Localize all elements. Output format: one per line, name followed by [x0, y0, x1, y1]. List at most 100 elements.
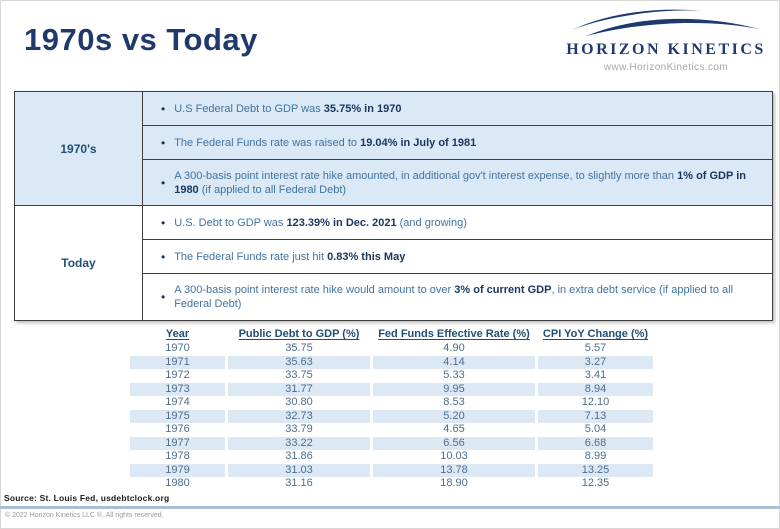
table-row: 1971 35.63 4.14 3.27	[130, 355, 653, 369]
bullet-text-bold: 19.04% in July of 1981	[360, 136, 477, 149]
col-header-public-debt: Public Debt to GDP (%)	[225, 326, 370, 342]
bullet-row-today-debt: • U.S. Debt to GDP was 123.39% in Dec. 2…	[143, 206, 772, 240]
footer-divider	[0, 506, 780, 509]
table-row: 1973 31.77 9.95 8.94	[130, 382, 653, 396]
logo-swoosh-icon	[572, 9, 762, 37]
table-cell: 30.80	[225, 396, 370, 410]
table-cell: 1980	[165, 477, 190, 489]
bullet-text: U.S. Debt to GDP was 123.39% in Dec. 202…	[174, 216, 467, 230]
table-row: 1976 33.79 4.65 5.04	[130, 423, 653, 437]
table-row: 1980 31.16 18.90 12.35	[130, 477, 653, 491]
table-cell: 31.16	[225, 477, 370, 491]
table-row: 1977 33.22 6.56 6.68	[130, 436, 653, 450]
bullet-text-bold: 35.75% in 1970	[323, 102, 402, 115]
table-cell: 13.25	[535, 463, 653, 477]
table-cell: 1977	[130, 436, 225, 450]
bullet-text-post: (and growing)	[396, 216, 467, 229]
bullet-icon: •	[161, 215, 166, 230]
debt-table-header-row: Year Public Debt to GDP (%) Fed Funds Ef…	[130, 326, 653, 342]
bullet-text: The Federal Funds rate just hit 0.83% th…	[174, 250, 405, 264]
bullet-text-bold: 3% of current GDP	[454, 284, 552, 296]
table-cell: 12.10	[535, 396, 653, 410]
table-cell: 4.65	[370, 423, 535, 437]
bullet-row-today-ratehike: • A 300-basis point interest rate hike w…	[143, 274, 772, 320]
table-cell: 4.14	[370, 355, 535, 369]
bullet-text: The Federal Funds rate was raised to 19.…	[174, 136, 476, 150]
bullet-text-pre: The Federal Funds rate was raised to	[174, 136, 361, 149]
table-cell: 8.53	[370, 396, 535, 410]
table-cell: 3.27	[535, 355, 653, 369]
bullet-icon: •	[161, 101, 166, 116]
bullet-text: A 300-basis point interest rate hike amo…	[174, 169, 760, 197]
table-cell: 7.13	[535, 409, 653, 423]
table-cell: 1976	[165, 423, 190, 435]
debt-table: Year Public Debt to GDP (%) Fed Funds Ef…	[130, 326, 653, 491]
bullet-text-pre: The Federal Funds rate just hit	[174, 250, 328, 263]
logo-text: HORIZON KINETICS	[566, 41, 766, 58]
bullet-row-1970s-fedfunds: • The Federal Funds rate was raised to 1…	[143, 126, 772, 160]
table-cell: 31.77	[225, 382, 370, 396]
table-row: 1972 33.75 5.33 3.41	[130, 369, 653, 383]
table-row: 1975 32.73 5.20 7.13	[130, 409, 653, 423]
bullet-text-post: (if applied to all Federal Debt)	[198, 183, 347, 196]
table-cell: 8.94	[535, 382, 653, 396]
table-cell: 5.20	[370, 409, 535, 423]
bullet-text-post: , in extra debt service (if applied to a…	[174, 284, 734, 310]
bullet-icon: •	[161, 135, 166, 150]
table-cell: 33.79	[225, 423, 370, 437]
table-row: 1970 35.75 4.90 5.57	[130, 342, 653, 356]
bullet-text-pre: A 300-basis point interest rate hike amo…	[174, 169, 678, 182]
bullet-row-1970s-ratehike: • A 300-basis point interest rate hike a…	[143, 160, 772, 206]
table-row: 1979 31.03 13.78 13.25	[130, 463, 653, 477]
table-cell: 13.78	[370, 463, 535, 477]
table-cell: 1974	[165, 396, 190, 408]
col-header-cpi: CPI YoY Change (%)	[535, 326, 653, 342]
page-title: 1970s vs Today	[24, 22, 258, 57]
table-cell: 1972	[165, 369, 190, 381]
table-cell: 5.04	[535, 423, 653, 437]
table-cell: 1973	[130, 382, 225, 396]
bullet-text-bold: 0.83% this May	[327, 250, 406, 263]
logo-website: www.HorizonKinetics.com	[603, 62, 729, 73]
table-cell: 35.75	[225, 342, 370, 356]
col-header-year: Year	[165, 328, 190, 340]
bullet-icon: •	[161, 290, 166, 304]
bullet-icon: •	[161, 175, 166, 190]
bullet-row-today-fedfunds: • The Federal Funds rate just hit 0.83% …	[143, 240, 772, 274]
table-cell: 10.03	[370, 450, 535, 464]
copyright-note: © 2022 Horizon Kinetics LLC ®. All right…	[5, 512, 164, 519]
table-cell: 1979	[130, 463, 225, 477]
table-cell: 12.35	[535, 477, 653, 491]
bullet-row-1970s-debt: • U.S Federal Debt to GDP was 35.75% in …	[143, 92, 772, 126]
table-cell: 18.90	[370, 477, 535, 491]
bullet-text: A 300-basis point interest rate hike wou…	[174, 283, 760, 311]
source-note: Source: St. Louis Fed, usdebtclock.org	[4, 493, 170, 503]
table-cell: 32.73	[225, 409, 370, 423]
debt-table-body: 1970 35.75 4.90 5.57 1971 35.63 4.14 3.27 1972 33…	[130, 342, 653, 491]
table-cell: 6.68	[535, 436, 653, 450]
bullet-text-bold: 1% of GDP in 1980	[174, 169, 746, 196]
bullet-text-pre: U.S. Debt to GDP was	[174, 216, 287, 229]
logo: HORIZON KINETICS www.HorizonKinetics.com	[560, 6, 772, 73]
table-cell: 1970	[165, 342, 190, 354]
bullet-text-bold: 123.39% in Dec. 2021	[286, 216, 397, 229]
bullet-text-pre: U.S Federal Debt to GDP was	[174, 102, 324, 115]
bullet-icon: •	[161, 249, 166, 264]
table-cell: 3.41	[535, 369, 653, 383]
table-cell: 5.33	[370, 369, 535, 383]
table-cell: 4.90	[370, 342, 535, 356]
col-header-fed-funds: Fed Funds Effective Rate (%)	[370, 326, 535, 342]
table-cell: 35.63	[225, 355, 370, 369]
table-cell: 33.22	[225, 436, 370, 450]
table-row: 1974 30.80 8.53 12.10	[130, 396, 653, 410]
table-cell: 1978	[165, 450, 190, 462]
table-cell: 31.03	[225, 463, 370, 477]
row-label-1970s: 1970's	[15, 92, 143, 206]
table-cell: 31.86	[225, 450, 370, 464]
bullet-text: U.S Federal Debt to GDP was 35.75% in 19…	[174, 102, 401, 116]
table-cell: 33.75	[225, 369, 370, 383]
table-cell: 6.56	[370, 436, 535, 450]
bullet-text-pre: A 300-basis point interest rate hike wou…	[174, 284, 455, 296]
comparison-table: 1970's • U.S Federal Debt to GDP was 35.…	[14, 91, 773, 321]
